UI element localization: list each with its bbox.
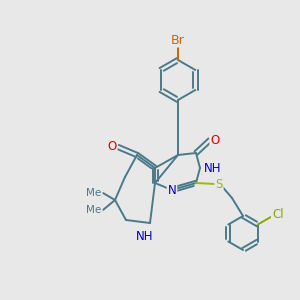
Text: Me: Me [86,205,102,215]
Text: NH: NH [136,230,154,244]
Text: Br: Br [171,34,185,46]
Text: O: O [210,134,220,146]
Text: NH: NH [204,161,222,175]
Text: N: N [168,184,176,196]
Text: S: S [215,178,223,190]
Text: O: O [107,140,117,154]
Text: Me: Me [86,188,102,198]
Text: Cl: Cl [272,208,284,221]
